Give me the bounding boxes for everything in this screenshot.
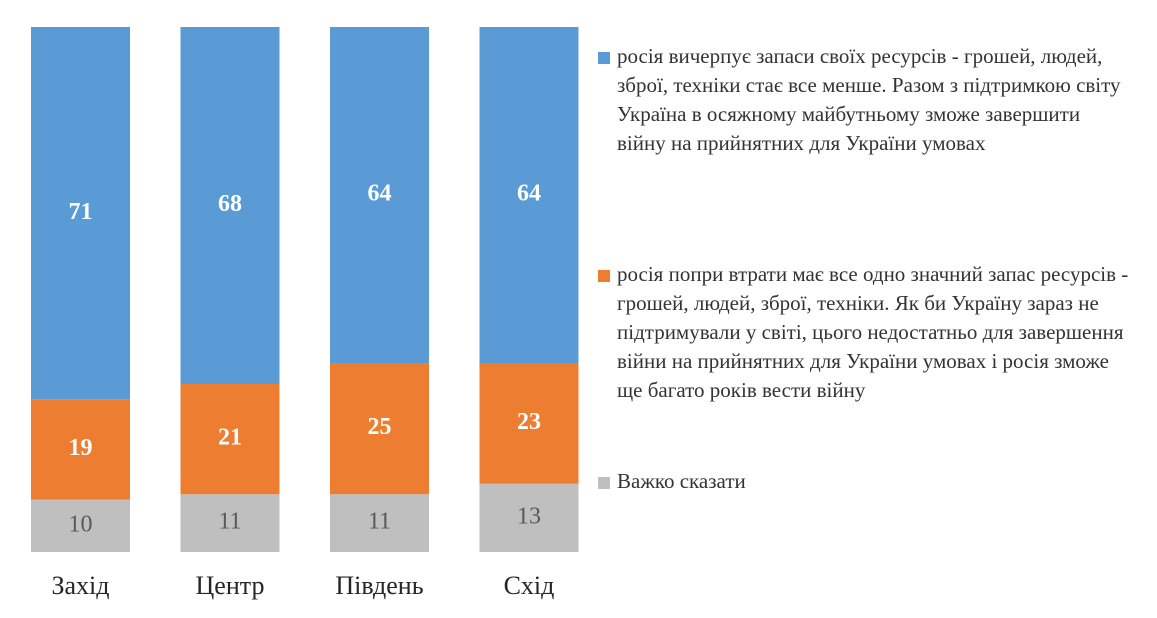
legend-text: росія попри втрати має все одно значний …: [617, 262, 1129, 402]
x-tick-label: Захід: [51, 571, 109, 600]
bar-segment: [31, 499, 130, 552]
bar-segment: [180, 384, 280, 495]
data-label: 11: [368, 509, 391, 535]
data-label: 68: [218, 191, 242, 217]
x-tick-label: Схід: [504, 571, 555, 600]
bar-segment: [31, 27, 130, 400]
bar-segment: [479, 363, 579, 484]
bar-segment: [479, 483, 579, 552]
legend-item: росія вичерпує запаси своїх ресурсів - г…: [598, 42, 1138, 158]
data-label: 21: [218, 425, 242, 451]
data-label: 23: [517, 409, 541, 435]
bar-segment: [31, 399, 130, 500]
data-label: 64: [517, 181, 541, 207]
data-label: 64: [368, 181, 392, 207]
bar-segment: [330, 27, 429, 363]
data-label: 71: [69, 199, 93, 225]
bar-segment: [330, 494, 429, 552]
x-tick-label: Центр: [196, 571, 265, 600]
legend-text: росія вичерпує запаси своїх ресурсів - г…: [617, 44, 1121, 155]
legend-swatch: [598, 52, 610, 64]
legend-swatch: [598, 270, 610, 282]
legend-swatch: [598, 477, 610, 489]
legend-item: росія попри втрати має все одно значний …: [598, 260, 1138, 405]
data-label: 13: [517, 503, 541, 529]
bar-segment: [330, 363, 429, 495]
bar-segment: [479, 27, 579, 363]
data-label: 10: [69, 511, 93, 537]
bar-segment: [180, 494, 280, 552]
data-label: 11: [218, 509, 241, 535]
data-label: 19: [69, 435, 93, 461]
data-label: 25: [368, 414, 392, 440]
legend-item: Важко сказати: [598, 467, 1138, 496]
bar-segment: [180, 27, 280, 384]
legend-text: Важко сказати: [617, 469, 746, 493]
x-tick-label: Південь: [335, 571, 423, 600]
